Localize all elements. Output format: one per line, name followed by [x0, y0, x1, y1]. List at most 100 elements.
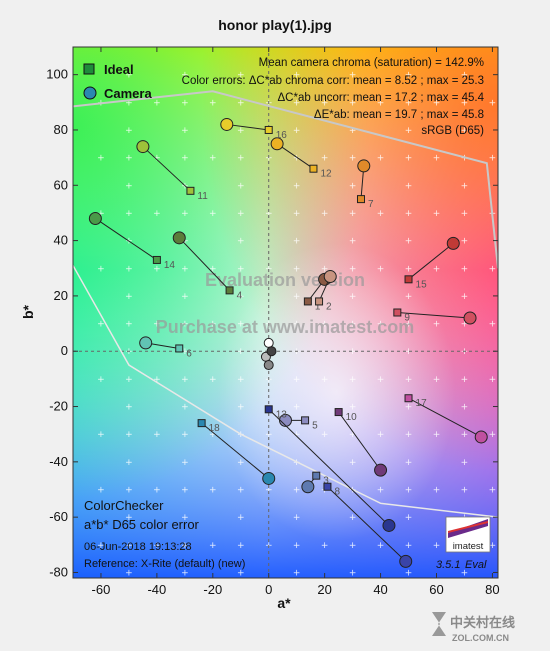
grid-plus: +: [405, 154, 413, 164]
grid-plus: +: [153, 320, 161, 330]
grid-plus: +: [125, 568, 133, 578]
grid-plus: +: [125, 98, 133, 108]
chart-title: honor play(1).jpg: [218, 17, 332, 33]
grid-plus: +: [153, 209, 161, 219]
grid-plus: +: [293, 292, 301, 302]
patch-label-6: 6: [186, 348, 192, 359]
grid-plus: +: [237, 154, 245, 164]
grid-plus: +: [125, 209, 133, 219]
grid-plus: +: [153, 98, 161, 108]
grid-plus: +: [97, 154, 105, 164]
grid-plus: +: [349, 154, 357, 164]
grid-plus: +: [237, 181, 245, 191]
grid-plus: +: [209, 264, 217, 274]
grid-plus: +: [349, 347, 357, 357]
grid-plus: +: [461, 403, 469, 413]
legend-ideal-marker: [83, 63, 95, 75]
grid-plus: +: [153, 375, 161, 385]
grid-plus: +: [405, 541, 413, 551]
grid-plus: +: [125, 126, 133, 136]
patch-label-9: 9: [404, 313, 410, 324]
grid-plus: +: [321, 320, 329, 330]
ideal-point-8: [323, 482, 332, 491]
grid-plus: +: [181, 154, 189, 164]
grid-plus: +: [209, 154, 217, 164]
ideal-point-6: [175, 344, 184, 353]
y-axis-label: b*: [20, 304, 36, 319]
grid-plus: +: [181, 320, 189, 330]
camera-point-11: [136, 140, 150, 154]
y-tick-label: -80: [49, 564, 68, 579]
grid-plus: +: [349, 292, 357, 302]
grid-plus: +: [461, 568, 469, 578]
legend: Ideal Camera: [83, 62, 152, 101]
camera-point-18: [262, 471, 276, 485]
grid-plus: +: [321, 264, 329, 274]
grid-plus: +: [461, 181, 469, 191]
error-line-11: [142, 146, 191, 192]
grid-plus: +: [321, 430, 329, 440]
grid-plus: +: [125, 320, 133, 330]
grid-plus: +: [321, 154, 329, 164]
patch-label-15: 15: [416, 279, 428, 290]
grid-plus: +: [377, 264, 385, 274]
grid-plus: +: [489, 541, 497, 551]
grid-plus: +: [181, 375, 189, 385]
error-line-13: [268, 408, 390, 526]
grid-plus: +: [97, 320, 105, 330]
y-tick-label: 60: [54, 177, 68, 192]
grid-plus: +: [237, 541, 245, 551]
grid-plus: +: [349, 126, 357, 136]
x-tick-label: 60: [429, 582, 443, 597]
grid-plus: +: [125, 71, 133, 81]
grid-plus: +: [433, 541, 441, 551]
grid-plus: +: [489, 430, 497, 440]
grid-plus: +: [433, 320, 441, 330]
stats-box: Mean camera chroma (saturation) = 142.9%…: [182, 57, 485, 137]
grid-plus: +: [237, 320, 245, 330]
grid-plus: +: [349, 458, 357, 468]
grid-plus: +: [125, 513, 133, 523]
grid-plus: +: [237, 375, 245, 385]
grid-plus: +: [377, 486, 385, 496]
grid-plus: +: [237, 430, 245, 440]
ideal-point-1: [303, 297, 312, 306]
grid-plus: +: [293, 181, 301, 191]
stats-line-2: Color errors: ΔC*ab chroma corr: mean = …: [182, 75, 484, 87]
error-line-16: [226, 123, 269, 131]
stats-line-1: Mean camera chroma (saturation) = 142.9%: [259, 57, 484, 69]
gamut-lower: [73, 263, 498, 518]
version-label: 3.5.1: [436, 559, 460, 571]
grid-plus: +: [293, 458, 301, 468]
info-title-1: ColorChecker: [84, 498, 164, 513]
grid-plus: +: [405, 486, 413, 496]
camera-point-4: [172, 231, 186, 245]
plot-frame: [72, 46, 499, 579]
grid-plus: +: [293, 486, 301, 496]
grid-plus: +: [349, 541, 357, 551]
x-tick-label: -40: [147, 582, 166, 597]
patch-label-4: 4: [237, 290, 243, 301]
patch-label-5: 5: [312, 420, 318, 431]
grid-plus: +: [265, 486, 273, 496]
grid-plus: +: [125, 541, 133, 551]
grid-plus: +: [349, 513, 357, 523]
stats-line-4: ΔE*ab: mean = 19.7 ; max = 45.8: [314, 109, 484, 121]
y-tick-label: 80: [54, 122, 68, 137]
gamut-upper: [73, 90, 498, 269]
ideal-point-12: [309, 164, 318, 173]
y-tick-label: -60: [49, 509, 68, 524]
grid-plus: +: [489, 320, 497, 330]
grid-plus: +: [181, 486, 189, 496]
camera-point-8: [399, 554, 413, 568]
grid-plus: +: [265, 209, 273, 219]
x-tick-label: 0: [265, 582, 272, 597]
grid-plus: +: [293, 513, 301, 523]
grid-plus: +: [181, 98, 189, 108]
grid-plus: +: [125, 347, 133, 357]
grid-plus: +: [433, 264, 441, 274]
grid-plus: +: [349, 430, 357, 440]
grid-plus: +: [181, 403, 189, 413]
grid-plus: +: [405, 513, 413, 523]
grid-plus: +: [377, 541, 385, 551]
